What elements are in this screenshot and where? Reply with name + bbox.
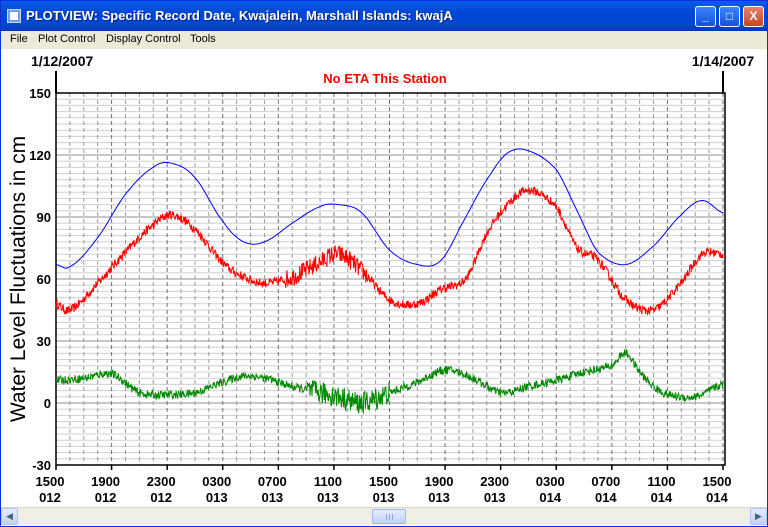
x-tick-time: 1900 [425, 474, 454, 489]
y-tick-label: 0 [44, 396, 51, 411]
x-tick-day: 014 [651, 490, 673, 505]
x-tick-time: 1900 [91, 474, 120, 489]
x-tick-day: 013 [428, 490, 450, 505]
menu-display-control[interactable]: Display Control [106, 33, 181, 45]
x-tick-day: 014 [706, 490, 728, 505]
x-tick-time: 0300 [536, 474, 565, 489]
y-tick-label: 150 [29, 86, 51, 101]
x-tick-time: 2300 [147, 474, 176, 489]
y-axis-label: Water Level Fluctuations in cm [7, 136, 30, 422]
x-tick-day: 013 [206, 490, 228, 505]
x-tick-day: 012 [150, 490, 172, 505]
y-tick-label: 120 [29, 148, 51, 163]
x-tick-time: 0300 [202, 474, 231, 489]
minimize-button[interactable]: _ [695, 6, 716, 27]
tick-labels-group: 1501209060300-30150001219000122300012030… [29, 86, 731, 505]
x-tick-day: 013 [373, 490, 395, 505]
window-title: PLOTVIEW: Specific Record Date, Kwajalei… [26, 8, 453, 23]
x-tick-time: 1500 [369, 474, 398, 489]
x-tick-day: 014 [595, 490, 617, 505]
x-tick-time: 2300 [480, 474, 509, 489]
x-tick-day: 012 [39, 490, 61, 505]
series-line-3 [55, 348, 724, 414]
menu-bar: File Plot Control Display Control Tools [1, 31, 767, 49]
chart-series-group [55, 148, 724, 414]
y-tick-label: 60 [37, 272, 51, 287]
scroll-thumb[interactable] [372, 509, 406, 524]
end-date-label: 1/14/2007 [692, 53, 754, 69]
status-message: No ETA This Station [323, 71, 447, 86]
x-tick-time: 1100 [314, 474, 342, 489]
y-tick-label: -30 [32, 458, 51, 473]
close-button[interactable]: X [743, 6, 764, 27]
title-bar[interactable]: PLOTVIEW: Specific Record Date, Kwajalei… [1, 1, 767, 31]
x-tick-day: 013 [317, 490, 339, 505]
start-date-label: 1/12/2007 [31, 53, 93, 69]
x-tick-day: 014 [539, 490, 561, 505]
x-tick-day: 013 [261, 490, 283, 505]
series-line-1 [55, 148, 724, 269]
x-tick-time: 0700 [591, 474, 620, 489]
x-tick-day: 013 [484, 490, 506, 505]
water-level-chart: 1501209060300-30150001219000122300012030… [7, 53, 754, 505]
x-tick-time: 1500 [703, 474, 732, 489]
menu-plot-control[interactable]: Plot Control [38, 33, 96, 45]
x-tick-time: 1500 [36, 474, 65, 489]
series-line-2 [55, 186, 724, 316]
menu-file[interactable]: File [10, 33, 28, 45]
maximize-button[interactable]: □ [719, 6, 740, 27]
y-tick-label: 90 [37, 210, 51, 225]
plot-frame [55, 92, 726, 466]
x-tick-time: 0700 [258, 474, 287, 489]
scroll-right-button[interactable]: ▶ [750, 508, 767, 525]
x-tick-day: 012 [95, 490, 117, 505]
menu-tools[interactable]: Tools [190, 33, 216, 45]
x-tick-time: 1100 [647, 474, 675, 489]
y-tick-label: 30 [37, 334, 51, 349]
app-icon [7, 9, 21, 23]
chart-grid [55, 92, 725, 466]
scroll-left-button[interactable]: ◀ [1, 508, 18, 525]
horizontal-scrollbar[interactable]: ◀ ▶ [1, 507, 767, 525]
